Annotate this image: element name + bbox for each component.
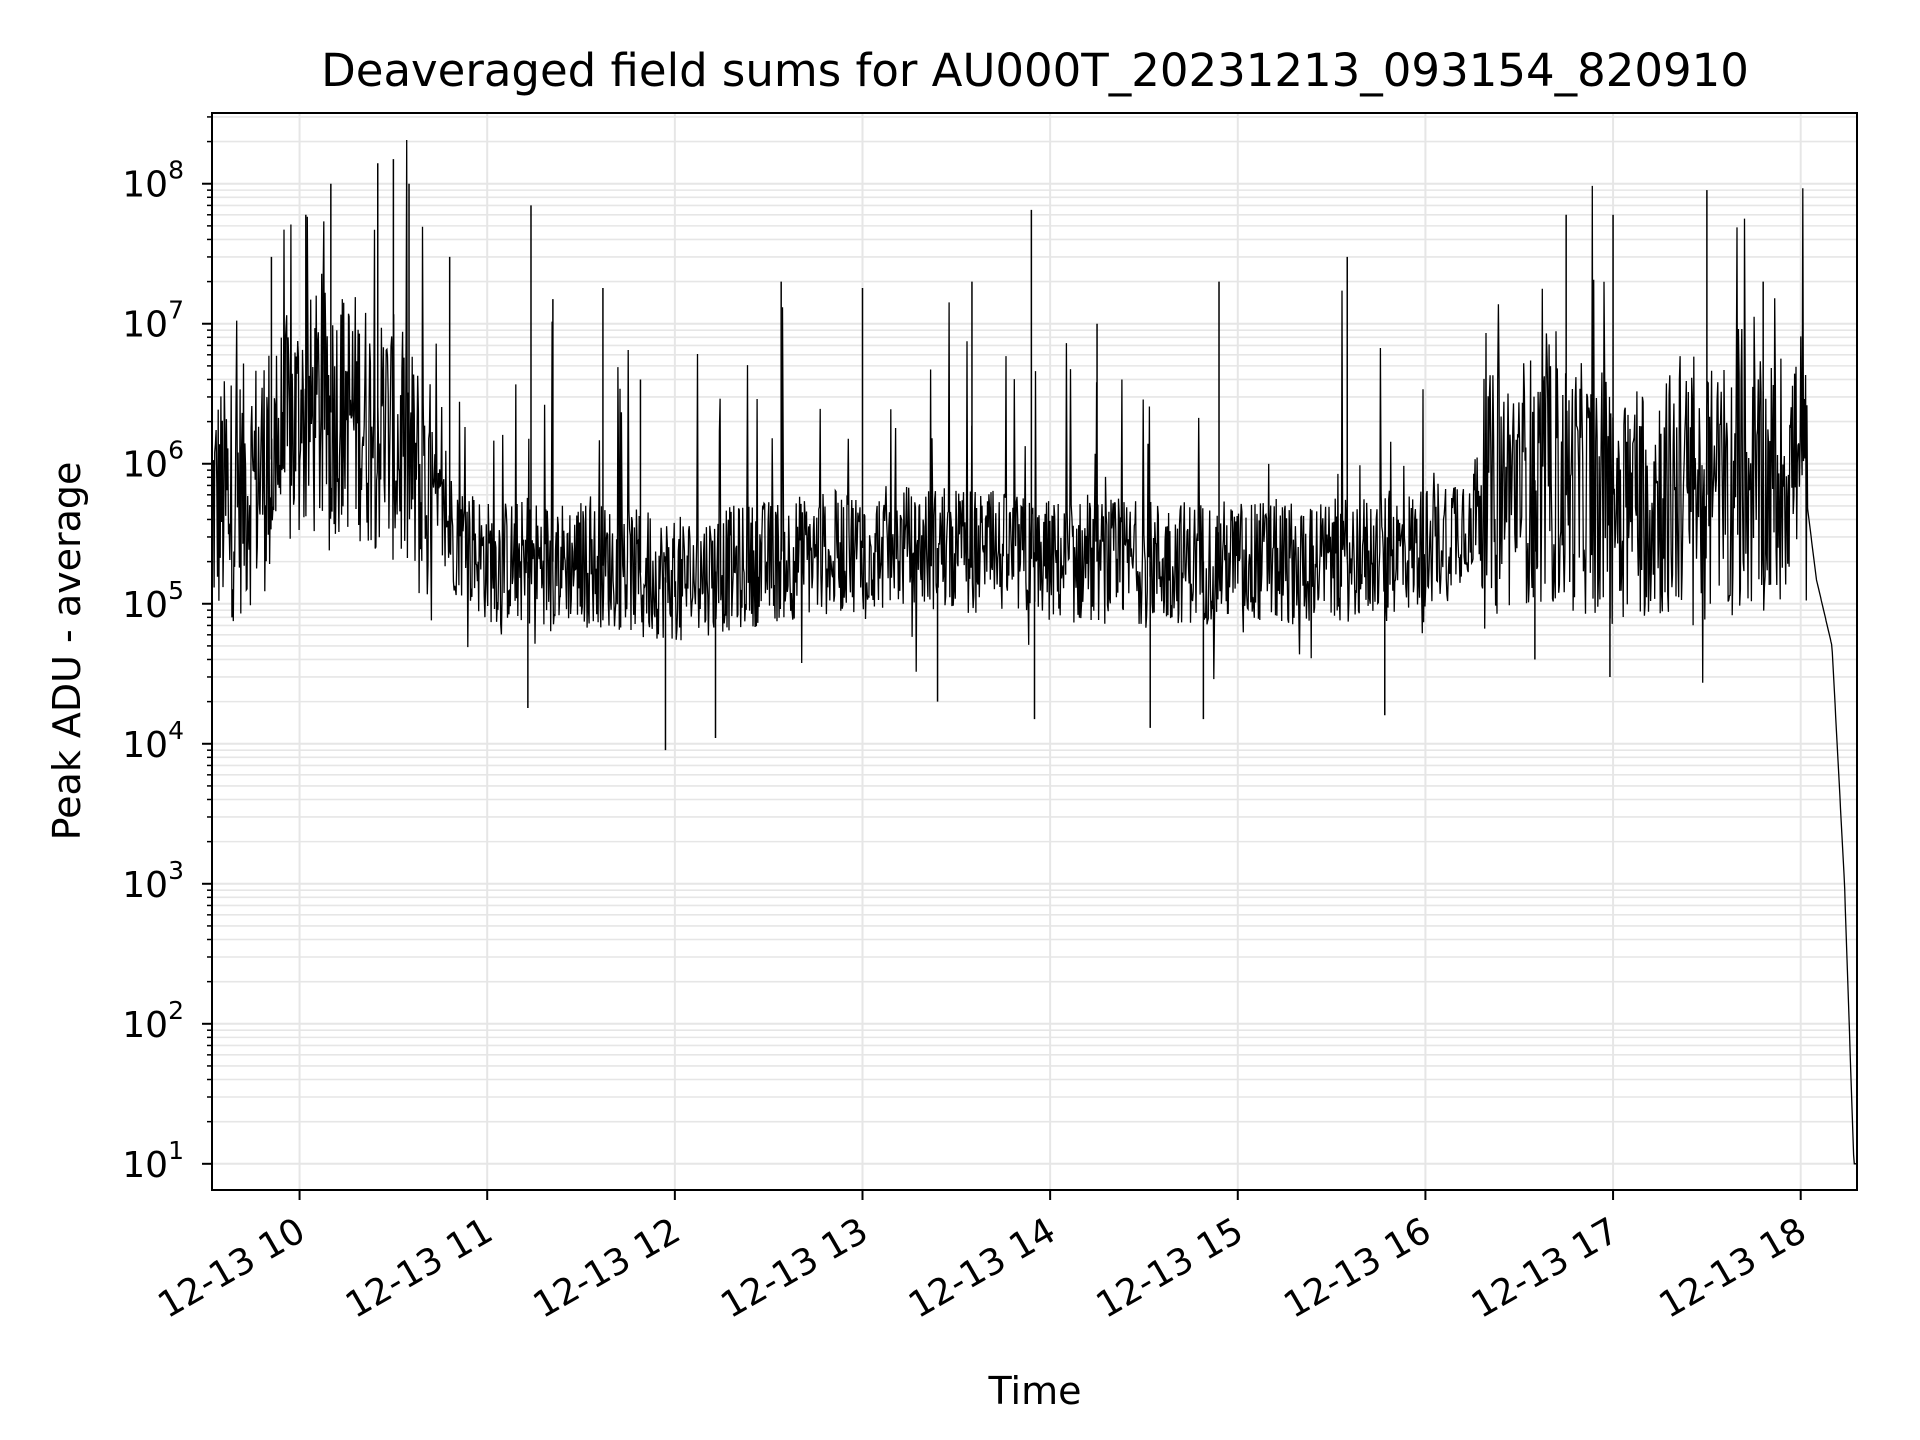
y-tick-label: 102 [122, 996, 184, 1046]
y-tick-label: 101 [122, 1136, 184, 1186]
y-tick-label: 108 [122, 156, 184, 206]
y-tick-label: 106 [122, 436, 184, 486]
plot-area-frame [211, 112, 1858, 1191]
y-tick-label: 103 [122, 856, 184, 906]
y-axis-label: Peak ADU - average [45, 462, 89, 841]
x-axis-label: Time [988, 1369, 1082, 1413]
series-layer [211, 139, 1857, 1165]
y-tick-label: 105 [122, 576, 184, 626]
grid [212, 113, 1857, 1190]
chart-title: Deaveraged field sums for AU000T_2023121… [321, 44, 1749, 97]
y-tick-label: 104 [122, 716, 184, 766]
y-tick-label: 107 [122, 296, 184, 346]
